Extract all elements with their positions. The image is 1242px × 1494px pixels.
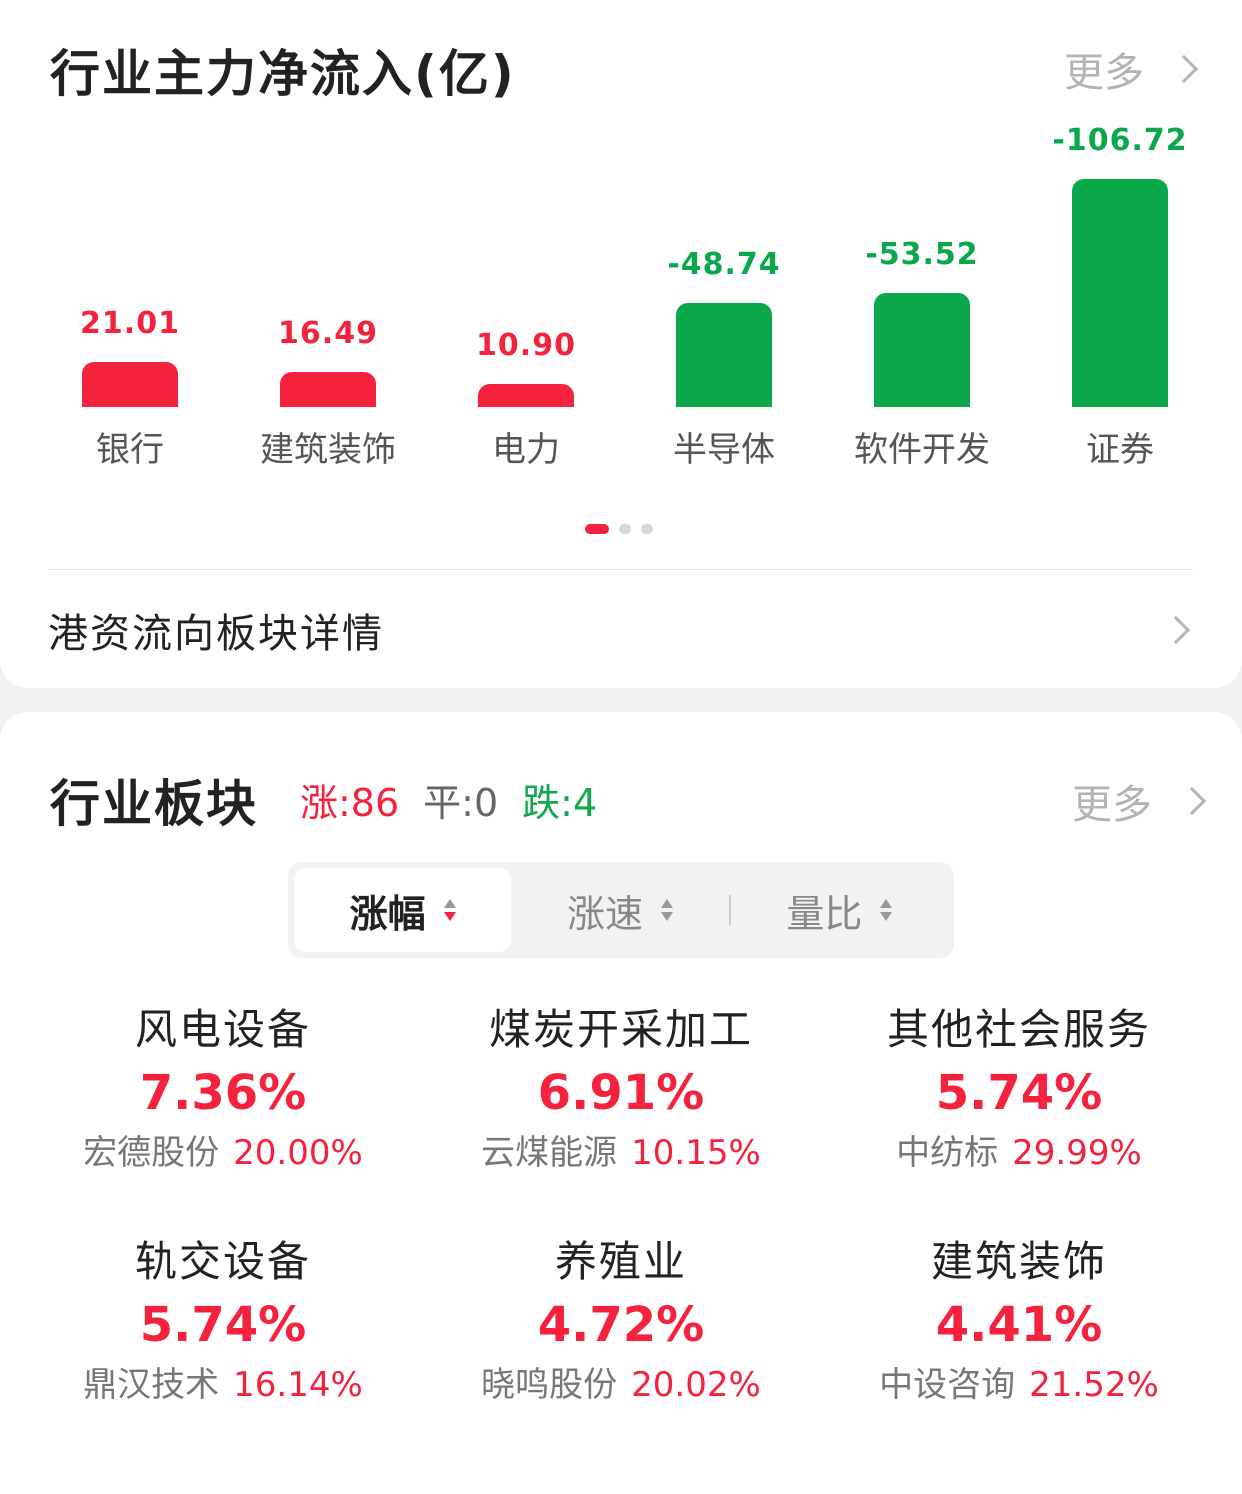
bar xyxy=(478,383,574,407)
chevron-right-icon xyxy=(1177,786,1207,816)
bar xyxy=(874,292,970,407)
page-dot xyxy=(641,524,653,534)
leader-stock: 鼎汉技术 xyxy=(83,1365,220,1405)
net-inflow-bar-chart[interactable]: 21.01 银行 16.49 建筑装饰 10.90 电力 -48.74 半导体 -53.52 软件… xyxy=(0,110,1242,470)
tab-volume-ratio-label: 量比 xyxy=(786,891,863,936)
bar-value-label: -106.72 xyxy=(1052,123,1188,158)
leader-change: 29.99% xyxy=(1012,1133,1142,1173)
leader-change: 20.02% xyxy=(631,1365,761,1405)
bar xyxy=(676,302,772,407)
sector-item[interactable]: 其他社会服务 5.74% 中纺标 29.99% xyxy=(820,1002,1218,1178)
bar xyxy=(280,371,376,407)
tab-speed[interactable]: 涨速 xyxy=(511,868,728,952)
more-label: 更多 xyxy=(1072,782,1152,828)
tab-gain[interactable]: 涨幅 xyxy=(294,868,512,952)
bar-category-label: 半导体 xyxy=(673,430,775,470)
tab-volume-ratio[interactable]: 量比 xyxy=(731,868,948,952)
sort-icon xyxy=(443,899,456,921)
bar-category-label: 电力 xyxy=(492,430,560,470)
page-dot xyxy=(585,524,609,534)
sector-name: 其他社会服务 xyxy=(886,1005,1151,1054)
tab-speed-label: 涨速 xyxy=(566,891,643,936)
down-count: 跌:4 xyxy=(522,781,598,825)
sector-item[interactable]: 轨交设备 5.74% 鼎汉技术 16.14% xyxy=(24,1234,422,1410)
sector-change: 6.91% xyxy=(537,1065,705,1121)
bar-value-label: 10.90 xyxy=(476,327,576,363)
sector-name: 养殖业 xyxy=(554,1237,687,1286)
bar-category-label: 银行 xyxy=(96,430,164,470)
leader-change: 16.14% xyxy=(233,1365,363,1405)
bar-value-label: -48.74 xyxy=(667,246,781,282)
net-inflow-card: 行业主力净流入(亿) 更多 21.01 银行 16.49 建筑装饰 10.90 电力 -48… xyxy=(0,0,1242,688)
sort-segmented-control: 涨幅 涨速 量比 xyxy=(288,862,954,958)
net-inflow-title: 行业主力净流入(亿) xyxy=(50,45,516,103)
sector-item[interactable]: 风电设备 7.36% 宏德股份 20.00% xyxy=(24,1002,422,1178)
divider xyxy=(48,569,1194,570)
net-inflow-more-button[interactable]: 更多 xyxy=(1064,40,1199,98)
bar xyxy=(1072,179,1168,407)
up-count: 涨:86 xyxy=(300,781,400,825)
bar-value-label: 16.49 xyxy=(278,315,378,351)
sector-item[interactable]: 养殖业 4.72% 晓鸣股份 20.02% xyxy=(422,1234,820,1410)
sector-change: 4.41% xyxy=(935,1297,1103,1353)
leader-stock: 云煤能源 xyxy=(481,1133,618,1173)
sector-item[interactable]: 建筑装饰 4.41% 中设咨询 21.52% xyxy=(820,1234,1218,1410)
chevron-right-icon xyxy=(1161,615,1191,645)
bar-category-label: 建筑装饰 xyxy=(260,430,396,470)
hk-flow-detail-label: 港资流向板块详情 xyxy=(48,611,384,657)
bar-category-label: 证券 xyxy=(1086,430,1154,470)
leader-change: 21.52% xyxy=(1029,1365,1159,1405)
sector-change: 5.74% xyxy=(935,1065,1103,1121)
sector-title: 行业板块 xyxy=(50,775,258,833)
bar-value-label: -53.52 xyxy=(865,236,979,272)
bar-value-label: 21.01 xyxy=(80,306,180,342)
leader-change: 10.15% xyxy=(631,1133,761,1173)
leader-stock: 宏德股份 xyxy=(83,1133,220,1173)
sector-name: 轨交设备 xyxy=(134,1237,311,1286)
bar xyxy=(82,362,178,407)
leader-stock: 中设咨询 xyxy=(879,1365,1016,1405)
bar-category-label: 软件开发 xyxy=(854,430,990,470)
chevron-right-icon xyxy=(1169,54,1199,84)
leader-stock: 中纺标 xyxy=(896,1133,999,1173)
sector-more-button[interactable]: 更多 xyxy=(1072,772,1207,830)
page-dot xyxy=(619,524,631,534)
sector-name: 建筑装饰 xyxy=(930,1237,1107,1286)
sort-icon xyxy=(661,899,673,921)
sector-change: 7.36% xyxy=(139,1065,307,1121)
sector-grid: 风电设备 7.36% 宏德股份 20.00% 煤炭开采加工 6.91% 云煤能源 1… xyxy=(24,1002,1218,1410)
flat-count: 平:0 xyxy=(423,781,499,825)
sector-item[interactable]: 煤炭开采加工 6.91% 云煤能源 10.15% xyxy=(422,1002,820,1178)
sector-change: 4.72% xyxy=(537,1297,705,1353)
more-label: 更多 xyxy=(1064,50,1144,96)
sector-counts: 涨:86 平:0 跌:4 xyxy=(300,772,597,827)
hk-flow-detail-link[interactable]: 港资流向板块详情 xyxy=(48,580,1194,680)
page-indicator xyxy=(585,524,653,534)
sort-icon xyxy=(880,899,893,921)
tab-separator xyxy=(728,895,731,925)
leader-change: 20.00% xyxy=(233,1133,363,1173)
leader-stock: 晓鸣股份 xyxy=(481,1365,618,1405)
sector-name: 风电设备 xyxy=(134,1005,311,1054)
sector-change: 5.74% xyxy=(139,1297,307,1353)
tab-gain-label: 涨幅 xyxy=(349,891,426,936)
sector-name: 煤炭开采加工 xyxy=(488,1005,753,1054)
industry-sector-card: 行业板块 涨:86 平:0 跌:4 更多 涨幅 涨速 量比 风电设备 7.36%… xyxy=(0,712,1242,1494)
